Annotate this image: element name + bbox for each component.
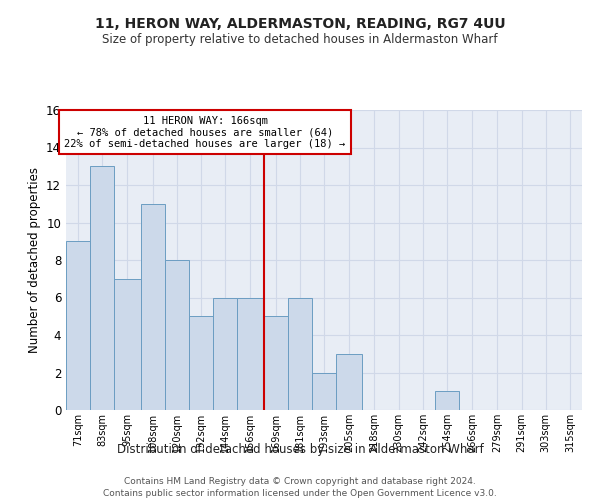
Bar: [435, 391, 459, 410]
Bar: [238, 298, 263, 410]
Bar: [66, 242, 90, 410]
Bar: [336, 354, 362, 410]
Bar: [312, 372, 336, 410]
Bar: [189, 316, 213, 410]
Y-axis label: Number of detached properties: Number of detached properties: [28, 167, 41, 353]
Bar: [213, 298, 238, 410]
Bar: [115, 279, 140, 410]
Text: Distribution of detached houses by size in Aldermaston Wharf: Distribution of detached houses by size …: [116, 442, 484, 456]
Bar: [165, 260, 189, 410]
Text: Size of property relative to detached houses in Aldermaston Wharf: Size of property relative to detached ho…: [102, 32, 498, 46]
Text: 11, HERON WAY, ALDERMASTON, READING, RG7 4UU: 11, HERON WAY, ALDERMASTON, READING, RG7…: [95, 18, 505, 32]
Bar: [288, 298, 312, 410]
Bar: [140, 204, 165, 410]
Bar: [90, 166, 115, 410]
Bar: [263, 316, 288, 410]
Text: Contains HM Land Registry data © Crown copyright and database right 2024.: Contains HM Land Registry data © Crown c…: [124, 478, 476, 486]
Text: Contains public sector information licensed under the Open Government Licence v3: Contains public sector information licen…: [103, 489, 497, 498]
Text: 11 HERON WAY: 166sqm
← 78% of detached houses are smaller (64)
22% of semi-detac: 11 HERON WAY: 166sqm ← 78% of detached h…: [64, 116, 346, 149]
